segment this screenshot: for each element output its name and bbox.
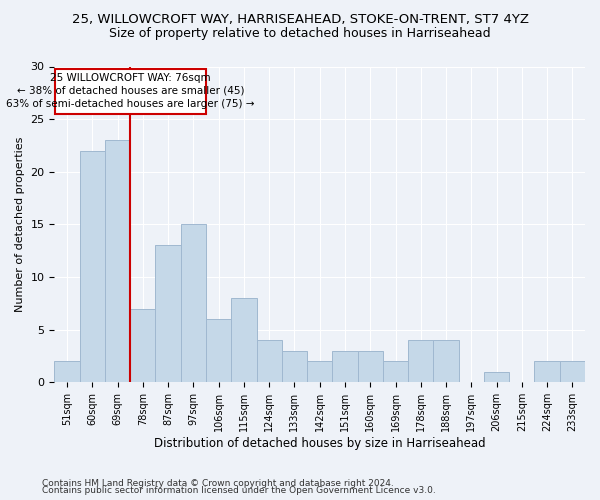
Text: Contains public sector information licensed under the Open Government Licence v3: Contains public sector information licen… xyxy=(42,486,436,495)
Bar xyxy=(181,224,206,382)
Y-axis label: Number of detached properties: Number of detached properties xyxy=(15,136,25,312)
Bar xyxy=(155,246,181,382)
Bar xyxy=(433,340,458,382)
Text: Size of property relative to detached houses in Harriseahead: Size of property relative to detached ho… xyxy=(109,28,491,40)
Bar xyxy=(257,340,282,382)
Bar xyxy=(358,351,383,382)
FancyBboxPatch shape xyxy=(55,68,206,114)
Bar xyxy=(55,362,80,382)
Bar xyxy=(332,351,358,382)
Bar xyxy=(80,150,105,382)
Text: ← 38% of detached houses are smaller (45): ← 38% of detached houses are smaller (45… xyxy=(17,86,244,96)
Text: 25, WILLOWCROFT WAY, HARRISEAHEAD, STOKE-ON-TRENT, ST7 4YZ: 25, WILLOWCROFT WAY, HARRISEAHEAD, STOKE… xyxy=(71,12,529,26)
Text: 25 WILLOWCROFT WAY: 76sqm: 25 WILLOWCROFT WAY: 76sqm xyxy=(50,73,211,83)
Text: Contains HM Land Registry data © Crown copyright and database right 2024.: Contains HM Land Registry data © Crown c… xyxy=(42,478,394,488)
Bar xyxy=(105,140,130,382)
Bar xyxy=(206,319,231,382)
X-axis label: Distribution of detached houses by size in Harriseahead: Distribution of detached houses by size … xyxy=(154,437,485,450)
Bar xyxy=(130,308,155,382)
Text: 63% of semi-detached houses are larger (75) →: 63% of semi-detached houses are larger (… xyxy=(6,100,255,110)
Bar xyxy=(383,362,408,382)
Bar xyxy=(282,351,307,382)
Bar xyxy=(231,298,257,382)
Bar xyxy=(484,372,509,382)
Bar xyxy=(560,362,585,382)
Bar xyxy=(535,362,560,382)
Bar xyxy=(408,340,433,382)
Bar xyxy=(307,362,332,382)
